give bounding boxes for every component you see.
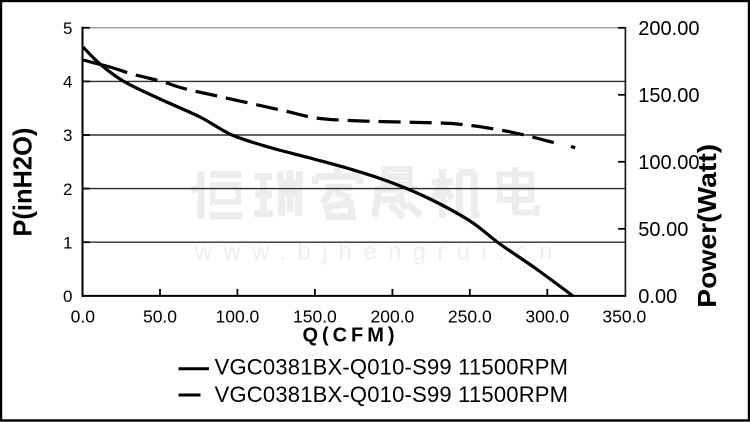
svg-text:300.0: 300.0 <box>525 307 569 327</box>
svg-text:0: 0 <box>63 287 72 306</box>
svg-text:200.00: 200.00 <box>638 18 699 40</box>
svg-text:Power(Watt): Power(Watt) <box>692 144 722 308</box>
svg-text:50.0: 50.0 <box>143 307 177 327</box>
svg-text:250.0: 250.0 <box>448 307 492 327</box>
svg-text:150.00: 150.00 <box>638 85 699 107</box>
svg-text:150.0: 150.0 <box>293 307 337 327</box>
svg-text:4: 4 <box>63 73 72 92</box>
svg-text:VGC0381BX-Q010-S99 11500RPM: VGC0381BX-Q010-S99 11500RPM <box>215 382 568 407</box>
svg-text:50.00: 50.00 <box>638 219 688 241</box>
svg-text:0.0: 0.0 <box>71 307 96 327</box>
svg-text:P(inH2O): P(inH2O) <box>8 128 38 237</box>
svg-text:0.00: 0.00 <box>638 286 677 308</box>
svg-text:1: 1 <box>63 233 72 252</box>
svg-text:5: 5 <box>63 19 72 38</box>
svg-text:200.0: 200.0 <box>371 307 415 327</box>
svg-text:2: 2 <box>63 180 72 199</box>
svg-text:3: 3 <box>63 126 72 145</box>
svg-text:100.00: 100.00 <box>638 152 699 174</box>
svg-text:100.0: 100.0 <box>216 307 260 327</box>
svg-text:VGC0381BX-Q010-S99 11500RPM: VGC0381BX-Q010-S99 11500RPM <box>215 354 568 379</box>
svg-text:350.0: 350.0 <box>602 307 646 327</box>
